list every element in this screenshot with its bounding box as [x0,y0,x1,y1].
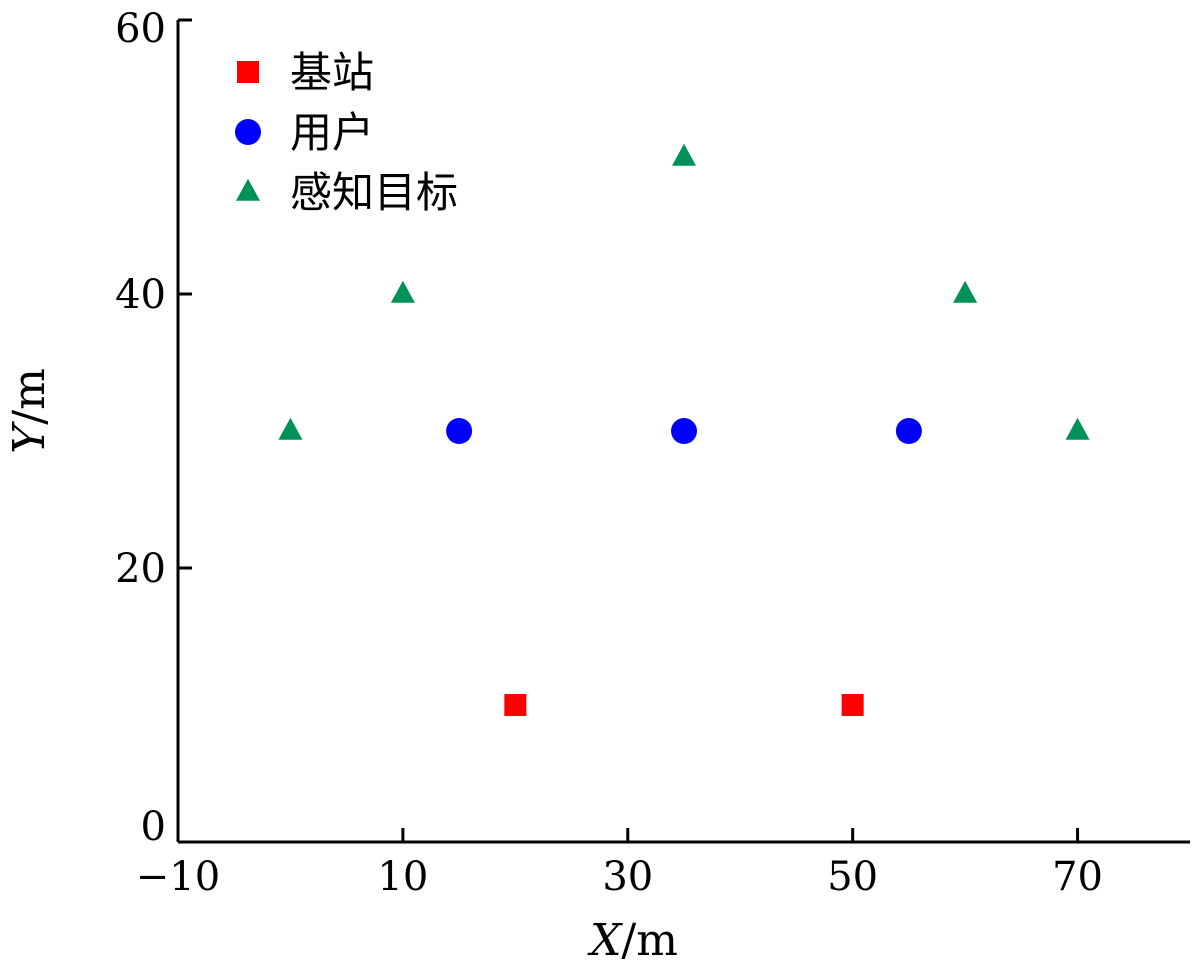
x-axis-label-var: X [587,915,623,966]
y-tick-label: 0 [141,804,166,850]
data-point-triangle [390,280,415,303]
legend-label: 用户 [290,108,374,157]
x-tick-label: 70 [1052,854,1103,900]
y-axis-label: Y/m [4,368,55,454]
x-axis-label-unit: /m [621,915,678,966]
legend-label: 感知目标 [290,168,458,217]
data-point-triangle [1065,417,1090,440]
y-axis-label-unit: /m [4,368,55,425]
data-point-triangle [278,417,303,440]
y-tick-label: 60 [115,6,166,52]
legend-marker-square [237,61,259,83]
data-point-square [504,694,527,716]
data-point-triangle [953,280,978,303]
axes [176,20,1190,844]
x-tick-label: 10 [377,854,428,900]
ticks: −10 10 30 50 70 0 20 40 60 [115,6,1103,900]
data-point-square [841,694,864,716]
x-axis-label: X/m [587,915,678,966]
legend-marker-circle [235,119,261,145]
data-point-triangle [672,143,696,166]
legend-marker-triangle [236,178,260,201]
x-tick-label: −10 [136,854,220,900]
legend-label: 基站 [290,48,374,97]
data-point-circle [446,418,473,444]
y-tick-label: 40 [115,272,166,318]
data-point-circle [671,418,697,444]
x-tick-label: 30 [602,854,653,900]
x-tick-label: 50 [827,854,878,900]
data-point-circle [895,418,922,444]
y-axis-label-var: Y [4,421,55,454]
data-points [278,143,1090,716]
y-tick-label: 20 [115,546,166,592]
